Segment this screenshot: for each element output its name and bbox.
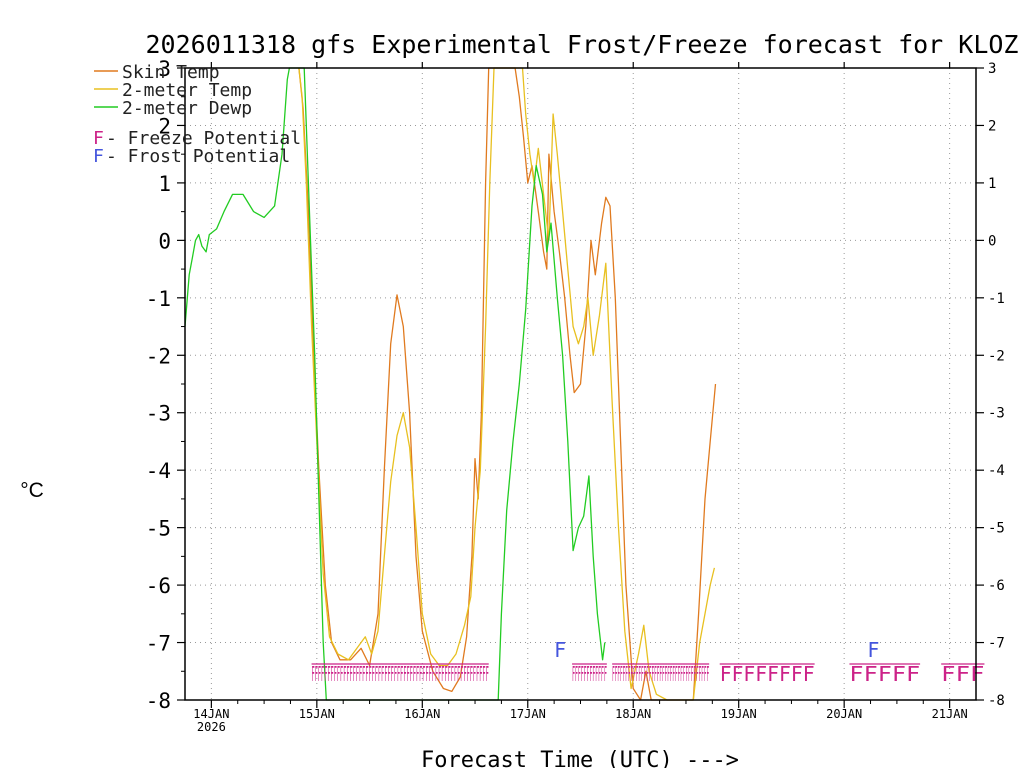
y-axis-label: °C (20, 479, 44, 502)
y-tick-label-right: -6 (988, 578, 1005, 594)
x-tick-label: 20JAN (826, 707, 862, 721)
x-tick-sublabel: 2026 (197, 720, 226, 734)
y-tick-label: -3 (146, 402, 171, 426)
legend-label: - Frost Potential (106, 146, 290, 167)
y-tick-label-right: -3 (988, 406, 1005, 422)
y-tick-label: -2 (146, 344, 171, 368)
freeze-potential-marker: FFF (941, 662, 984, 686)
y-tick-label: -7 (146, 632, 171, 656)
series-line-skin-temp (298, 67, 717, 701)
x-axis-label: Forecast Time (UTC) ---> (421, 748, 739, 768)
y-tick-label-right: -2 (988, 348, 1005, 364)
legend-label: - Freeze Potential (106, 128, 301, 149)
y-tick-label: -1 (146, 287, 171, 311)
y-axis-right: -8 -7 -6 -5 -4 -3 -2 -1 0 1 2 3 (976, 61, 1005, 709)
y-tick-label: 2 (158, 114, 171, 138)
freeze-potential-marker: FFFFFFFFFFFFFFFFFFFFFFFFFFFFFFFFFFFFF (612, 662, 709, 686)
y-tick-label-right: -1 (988, 291, 1005, 307)
y-tick-label: -4 (146, 459, 171, 483)
freeze-potential-marker: FFFFFFFF (720, 662, 815, 686)
y-tick-label: -8 (146, 689, 171, 713)
y-tick-label: -5 (146, 517, 171, 541)
legend-marker: F (93, 146, 104, 167)
y-tick-label-right: -8 (988, 693, 1005, 709)
y-tick-label-right: -7 (988, 636, 1005, 652)
legend-label: 2-meter Dewp (122, 98, 252, 119)
series-line-2-meter-temp (298, 67, 716, 701)
freeze-potential-marker: FFFFFFFFFFFF (572, 662, 607, 686)
x-tick-label: 18JAN (615, 707, 651, 721)
x-tick-label: 21JAN (932, 707, 968, 721)
y-axis-left: -8 -7 -6 -5 -4 -3 -2 -1 0 1 2 3 (146, 57, 185, 713)
y-tick-label: 0 (158, 229, 171, 253)
potential-markers: FFFFFFFFFFFFFFFFFFFFFFFFFFFFFFFFFFFFFFFF… (311, 638, 985, 686)
y-tick-label-right: 1 (988, 176, 996, 192)
y-tick-label-right: 3 (988, 61, 996, 77)
x-tick-label: 14JAN (193, 707, 229, 721)
y-tick-label-right: 2 (988, 118, 996, 134)
series-layer (184, 67, 717, 701)
y-tick-label-right: -5 (988, 521, 1005, 537)
frost-potential-marker: F (867, 638, 879, 662)
y-tick-label: 3 (158, 57, 171, 81)
x-tick-label: 19JAN (721, 707, 757, 721)
freeze-potential-marker: FFFFF (849, 662, 920, 686)
grid-lines (185, 68, 976, 700)
y-tick-label: 1 (158, 172, 171, 196)
x-tick-label: 16JAN (404, 707, 440, 721)
y-tick-label-right: -4 (988, 463, 1005, 479)
series-line-2-meter-dewp (184, 67, 606, 701)
freeze-potential-marker: FFFFFFFFFFFFFFFFFFFFFFFFFFFFFFFFFFFFFFFF… (312, 662, 489, 686)
chart-title: 2026011318 gfs Experimental Frost/Freeze… (146, 30, 1019, 59)
x-tick-label: 15JAN (299, 707, 335, 721)
legend-label: 2-meter Temp (122, 80, 252, 101)
y-tick-label-right: 0 (988, 233, 996, 249)
frost-potential-marker: F (554, 638, 566, 662)
legend-label: Skin Temp (122, 62, 220, 83)
legend-marker: F (93, 128, 104, 149)
y-tick-label: -6 (146, 574, 171, 598)
x-tick-label: 17JAN (510, 707, 546, 721)
